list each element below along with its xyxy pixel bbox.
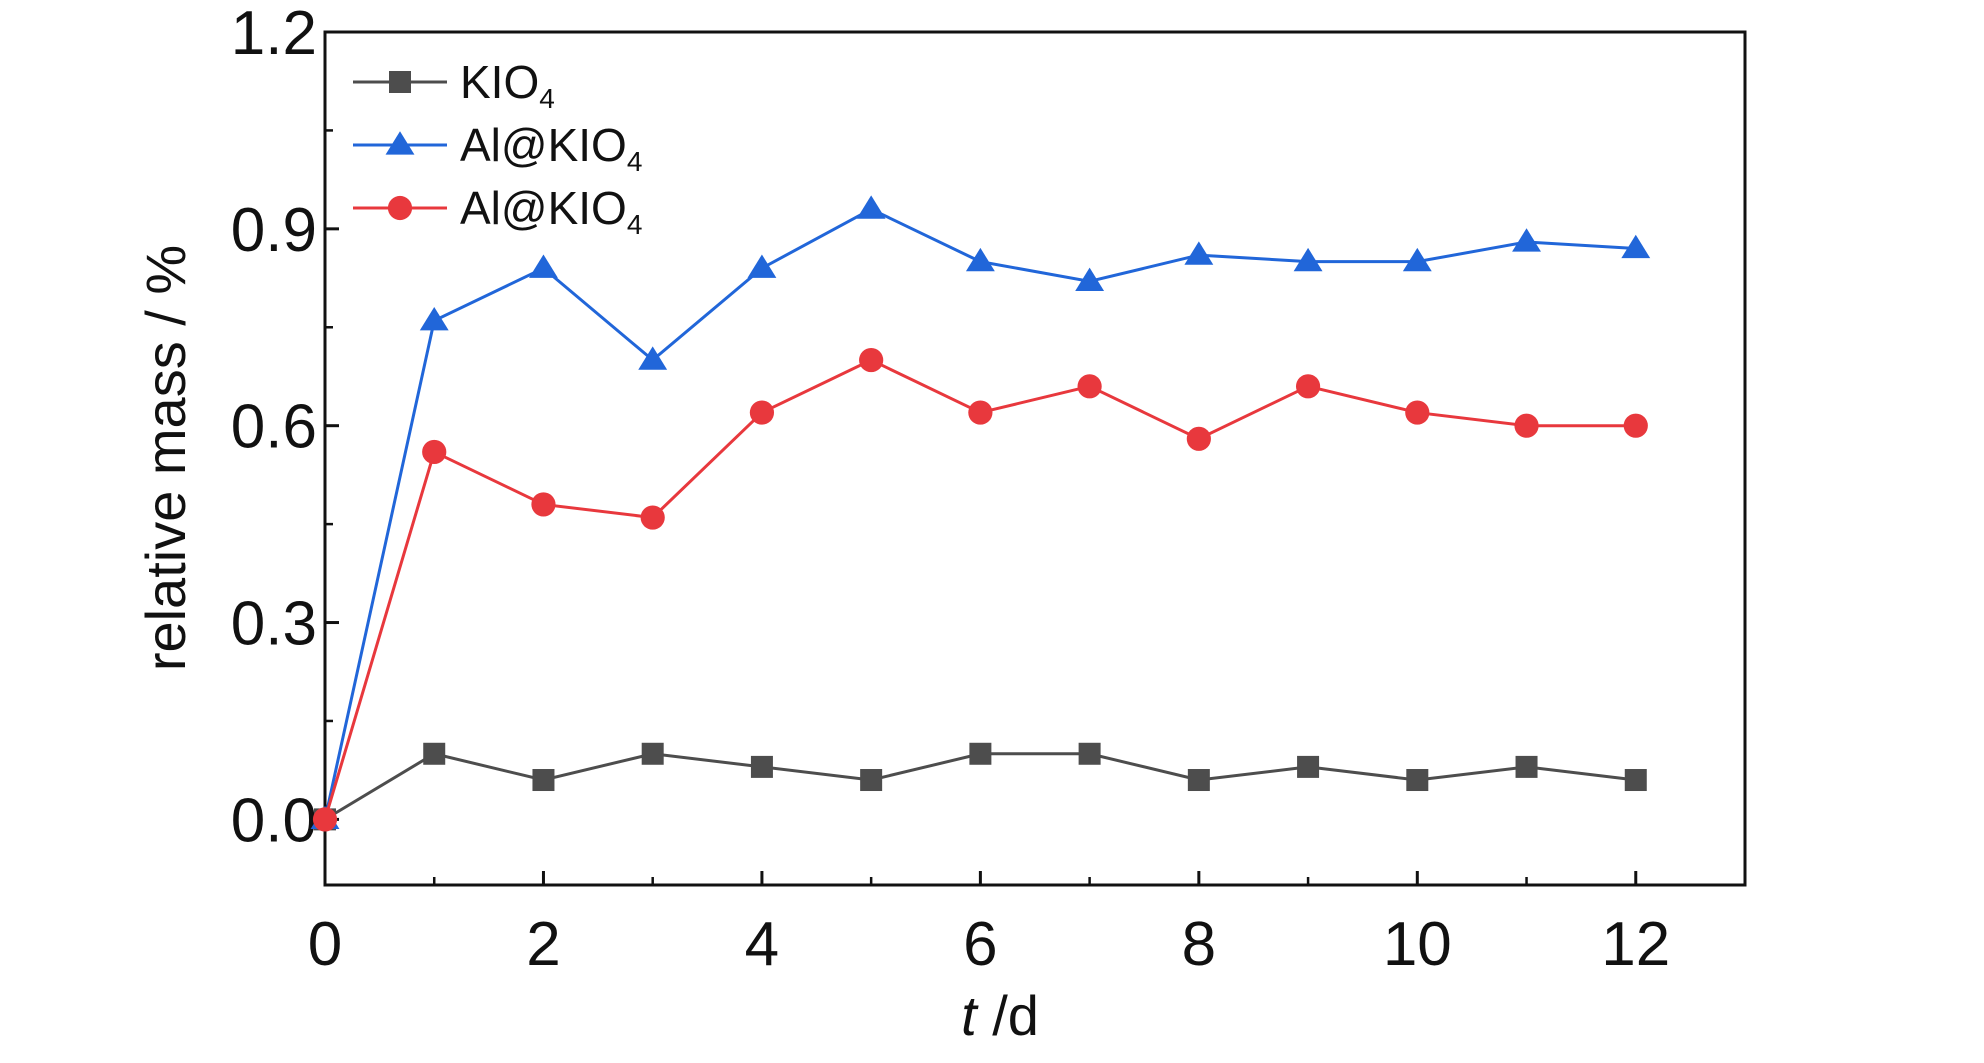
legend-label-main: Al@KIO bbox=[460, 182, 627, 234]
x-tick-label: 8 bbox=[1182, 910, 1216, 979]
x-axis-title: t /d bbox=[961, 984, 1039, 1047]
x-tick-label: 0 bbox=[308, 910, 342, 979]
legend-label-subscript: 4 bbox=[627, 209, 643, 240]
data-point-circle bbox=[859, 347, 884, 373]
data-point-triangle bbox=[529, 254, 558, 278]
legend-entry: Al@KIO4 bbox=[353, 119, 642, 177]
legend-label: Al@KIO4 bbox=[460, 119, 642, 177]
legend-entry: KIO4 bbox=[353, 56, 555, 114]
y-tick-label: 0.0 bbox=[231, 786, 317, 855]
data-point-triangle bbox=[1402, 247, 1432, 272]
series-2 bbox=[310, 195, 1651, 830]
data-point-triangle bbox=[856, 195, 886, 219]
data-point-circle bbox=[1186, 426, 1211, 451]
data-point-square bbox=[1406, 769, 1429, 792]
data-point-circle bbox=[387, 195, 413, 221]
data-point-triangle bbox=[638, 346, 668, 370]
legend-label: KIO4 bbox=[460, 56, 555, 114]
data-point-triangle bbox=[419, 306, 449, 331]
data-point-triangle bbox=[1293, 247, 1323, 272]
x-tick-label: 2 bbox=[526, 910, 560, 979]
x-axis-title-variable: t bbox=[961, 984, 979, 1047]
data-point-triangle bbox=[747, 254, 777, 278]
data-point-circle bbox=[422, 439, 447, 465]
y-tick-label: 0.3 bbox=[231, 590, 317, 659]
plot-frame bbox=[323, 30, 1747, 887]
series-1 bbox=[314, 742, 1647, 831]
y-tick-label: 0.9 bbox=[231, 196, 317, 265]
legend-label-main: KIO bbox=[460, 56, 539, 108]
data-point-square bbox=[1078, 742, 1101, 765]
data-point-circle bbox=[312, 807, 338, 832]
data-point-square bbox=[641, 742, 664, 765]
data-point-triangle bbox=[1512, 228, 1541, 252]
y-axis: 0.0 0.3 0.6 0.9 1.2 bbox=[231, 0, 339, 855]
data-point-triangle bbox=[1621, 234, 1651, 259]
x-tick-label: 6 bbox=[963, 910, 997, 979]
x-axis-title-unit: /d bbox=[977, 984, 1039, 1047]
y-tick-label: 1.2 bbox=[231, 0, 317, 68]
legend-label: Al@KIO4 bbox=[460, 182, 642, 240]
x-tick-label: 12 bbox=[1601, 910, 1670, 979]
data-point-triangle bbox=[385, 131, 415, 155]
y-axis-title: relative mass / % bbox=[134, 245, 197, 671]
data-point-circle bbox=[531, 492, 556, 517]
data-point-square bbox=[389, 71, 411, 93]
series-line bbox=[323, 207, 1636, 820]
data-point-square bbox=[1624, 769, 1647, 792]
data-point-circle bbox=[1514, 413, 1539, 438]
data-point-circle bbox=[968, 400, 993, 425]
data-point-circle bbox=[640, 505, 665, 530]
y-tick-label: 0.6 bbox=[231, 393, 317, 462]
x-axis: 0 2 4 6 8 10 12 bbox=[308, 871, 1670, 979]
x-tick-label: 4 bbox=[745, 910, 779, 979]
data-point-triangle bbox=[965, 247, 995, 272]
data-point-square bbox=[750, 755, 773, 778]
data-point-circle bbox=[1077, 374, 1102, 399]
data-point-square bbox=[1515, 755, 1538, 778]
data-point-square bbox=[423, 742, 446, 765]
data-point-square bbox=[1297, 755, 1320, 778]
data-point-triangle bbox=[1075, 267, 1105, 291]
data-point-square bbox=[1187, 769, 1210, 792]
data-point-square bbox=[860, 769, 883, 792]
data-point-square bbox=[969, 742, 992, 765]
legend-label-main: Al@KIO bbox=[460, 119, 627, 171]
data-point-circle bbox=[1623, 413, 1648, 438]
series-3 bbox=[312, 347, 1648, 832]
data-point-square bbox=[532, 769, 555, 792]
data-point-circle bbox=[1295, 374, 1321, 399]
data-point-triangle bbox=[1184, 241, 1214, 265]
series-layer bbox=[310, 195, 1651, 832]
data-point-circle bbox=[1405, 400, 1430, 425]
legend-label-subscript: 4 bbox=[627, 146, 643, 177]
legend-entry: Al@KIO4 bbox=[353, 182, 642, 240]
legend-label-subscript: 4 bbox=[539, 83, 555, 114]
data-point-circle bbox=[749, 400, 775, 425]
x-tick-label: 10 bbox=[1383, 910, 1452, 979]
